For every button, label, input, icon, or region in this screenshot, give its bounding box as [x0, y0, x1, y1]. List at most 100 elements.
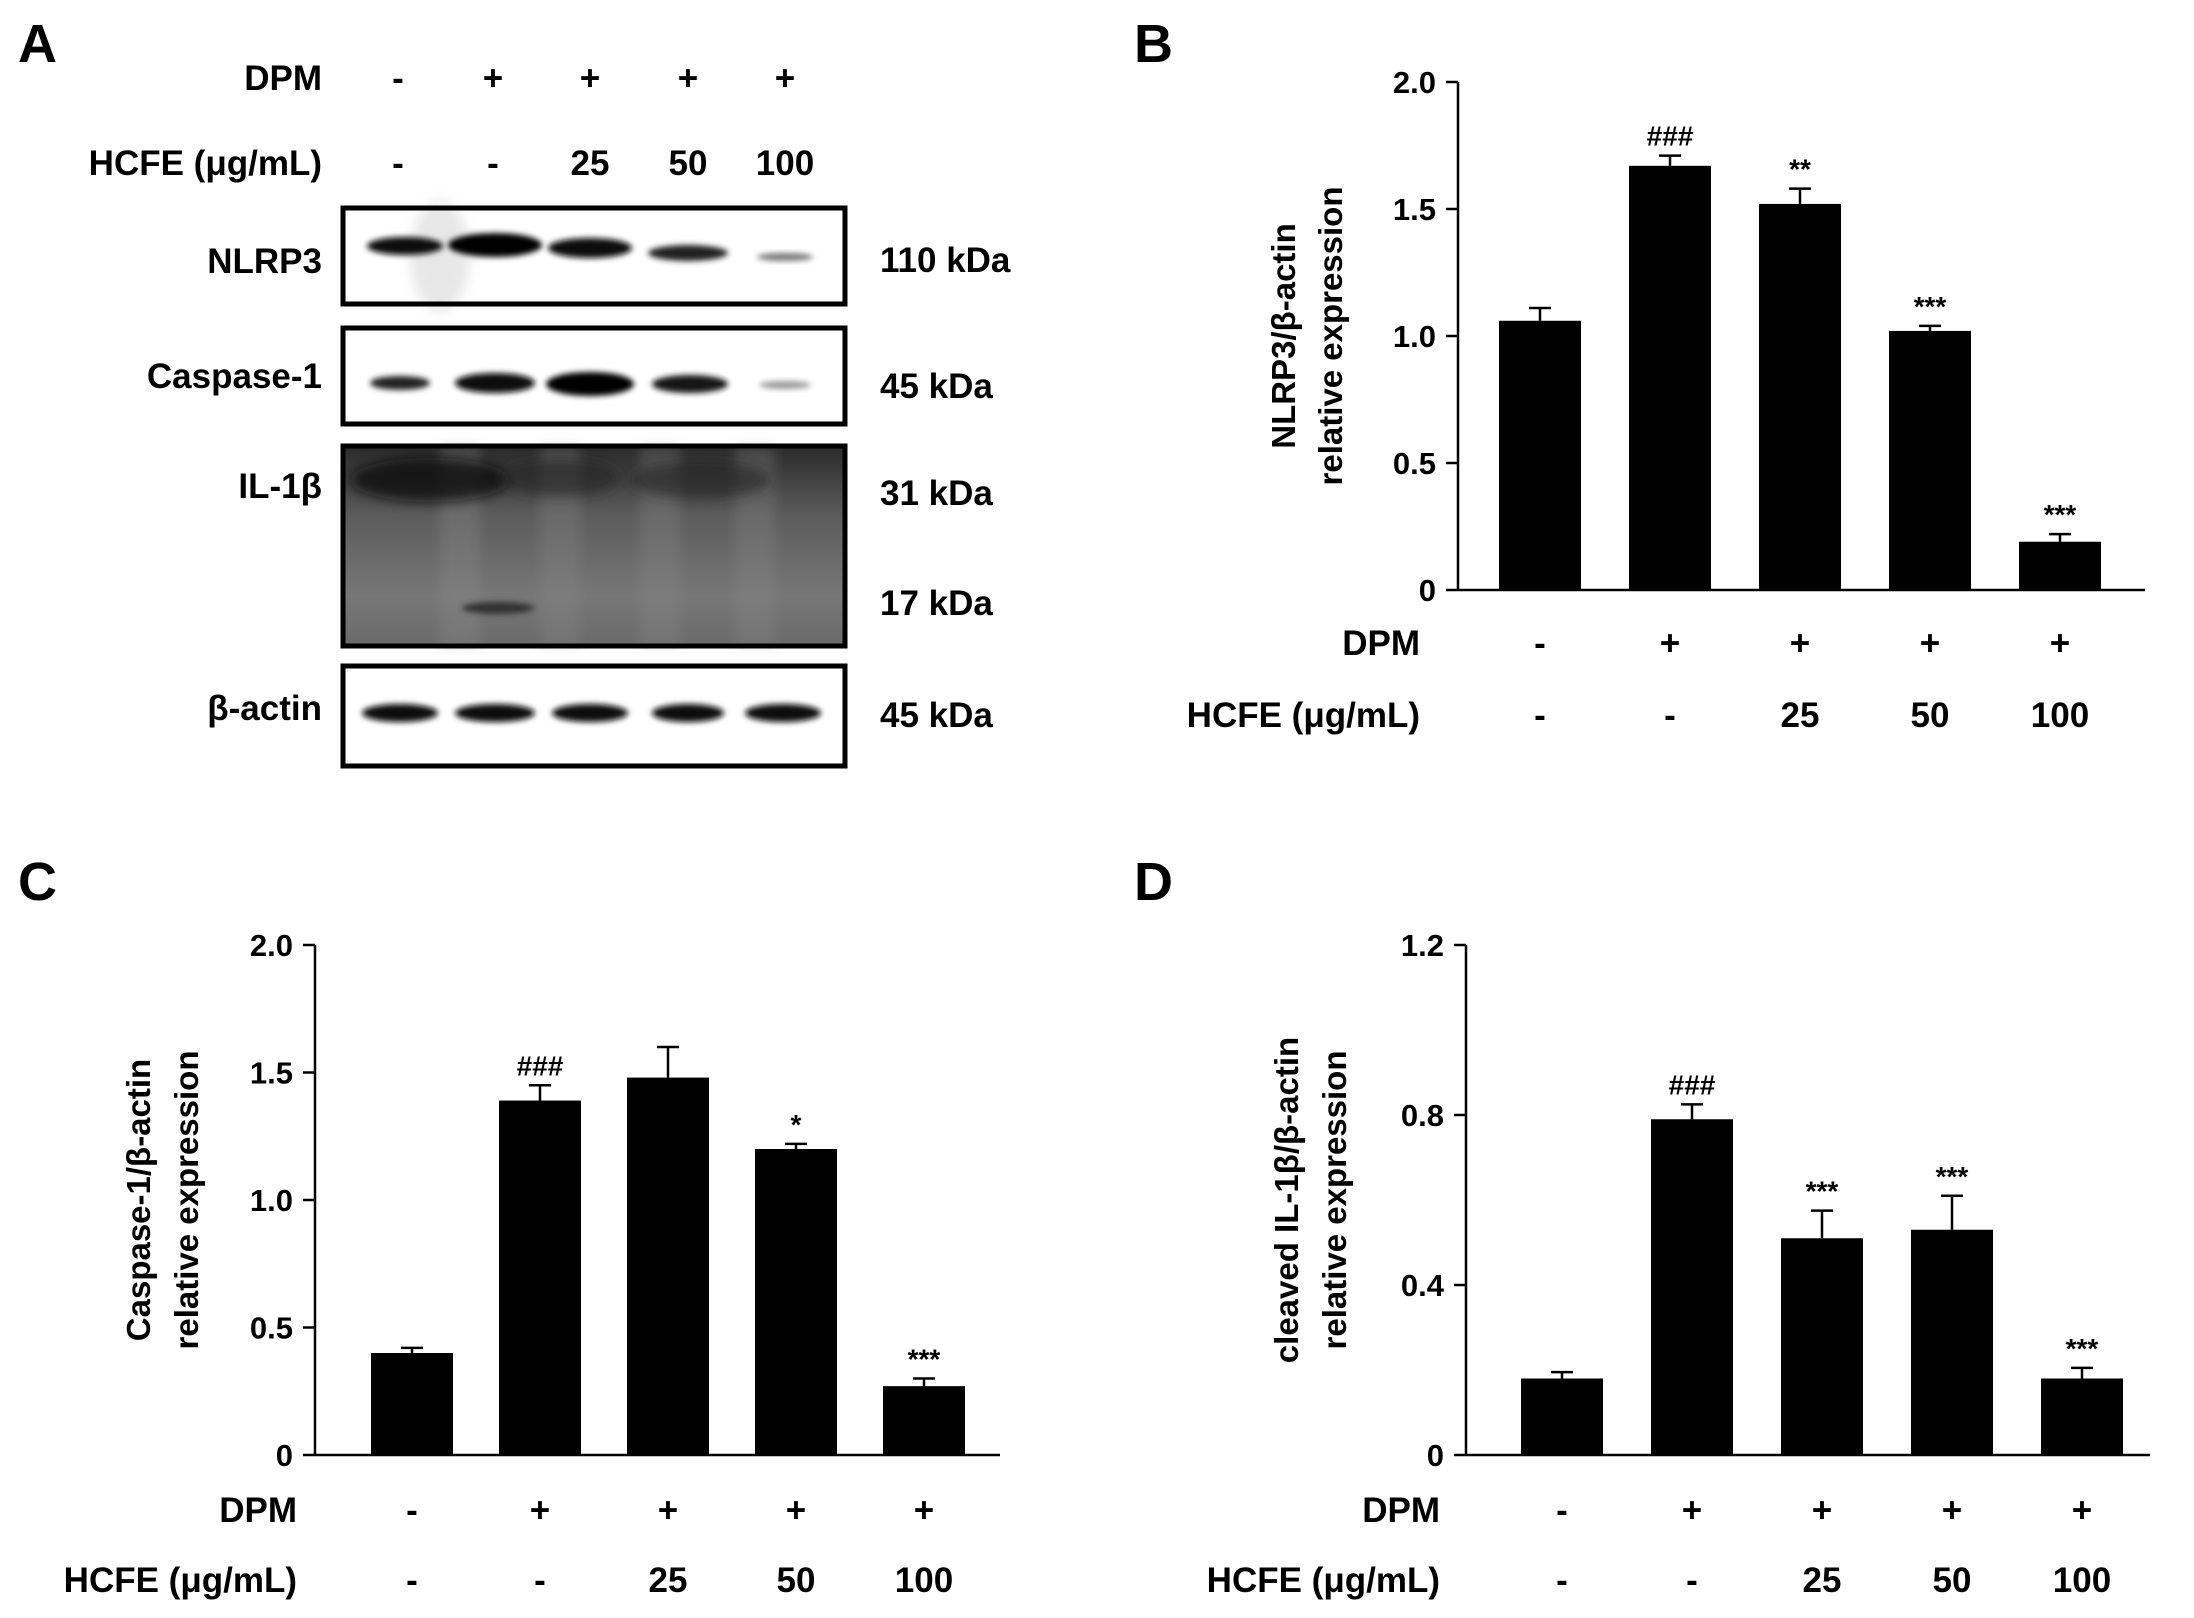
- bar: [1781, 1238, 1863, 1455]
- y-axis-title: relative expression: [1316, 1051, 1353, 1350]
- bar: [1889, 330, 1971, 590]
- x-dpm-sign: +: [1790, 624, 1810, 663]
- blot-kda-il-1b-17: 17 kDa: [880, 584, 993, 623]
- significance-label: ###: [1669, 1069, 1716, 1100]
- significance-label: *: [791, 1109, 802, 1140]
- x-hcfe-value: -: [1556, 1561, 1568, 1600]
- blot-b-actin: [340, 663, 848, 769]
- blot-kda-b-actin: 45 kDa: [880, 696, 993, 735]
- x-hcfe-value: 100: [2031, 696, 2089, 735]
- band: [757, 253, 813, 261]
- bar: [499, 1100, 581, 1455]
- band: [462, 602, 534, 614]
- band: [759, 381, 811, 389]
- blot-dpm-sign: +: [580, 59, 600, 98]
- significance-label: ***: [1914, 291, 1947, 322]
- x-hcfe-value: -: [1664, 696, 1676, 735]
- blot-dpm-signs: - + + + +: [392, 59, 795, 98]
- bar: [1759, 203, 1841, 591]
- panel-a: A DPM HCFE (μg/mL) - + + + + - - 25 50 100 NLRP3…: [18, 14, 1011, 769]
- y-tick-label: 0.5: [1393, 446, 1436, 481]
- y-tick-label: 1.5: [250, 1056, 293, 1091]
- blot-dpm-sign: +: [775, 59, 795, 98]
- chart-c: 0 0.5 1.0 1.5 2.0 Caspase-1/β-actin relative e…: [64, 928, 1000, 1600]
- band: [745, 704, 821, 722]
- band: [648, 245, 728, 261]
- significance-label: ***: [2066, 1333, 2099, 1364]
- x-hcfe-value: 25: [649, 1561, 688, 1600]
- significance-label: **: [1789, 154, 1811, 185]
- x-dpm-sign: +: [2072, 1491, 2092, 1530]
- band: [367, 237, 443, 255]
- x-dpm-sign: +: [1682, 1491, 1702, 1530]
- panel-letter-d: D: [1134, 852, 1173, 912]
- y-tick-label: 0.5: [250, 1311, 293, 1346]
- panel-d: D 0 0.4 0.8 1.2 cleaved IL-1β/β-actin relativ…: [1134, 852, 2150, 1600]
- blot-kda-nlrp3: 110 kDa: [880, 241, 1011, 280]
- y-axis-title: cleaved IL-1β/β-actin: [1268, 1037, 1305, 1363]
- bar: [2041, 1378, 2123, 1455]
- blot-dpm-row-label: DPM: [244, 59, 322, 98]
- bar: [1521, 1378, 1603, 1455]
- y-axis-title: relative expression: [168, 1051, 205, 1350]
- x-hcfe-value: 100: [2053, 1561, 2111, 1600]
- bar: [1651, 1119, 1733, 1455]
- x-dpm-sign: +: [786, 1491, 806, 1530]
- blot-hcfe-row-label: HCFE (μg/mL): [89, 144, 322, 183]
- x-dpm-sign: +: [1812, 1491, 1832, 1530]
- blot-kda-il-1b-31: 31 kDa: [880, 474, 993, 513]
- bar: [1629, 165, 1711, 590]
- panel-b: B 0 0.5 1.0 1.5 2.0 NLRP3/β-actin relative exp…: [1134, 14, 2145, 735]
- y-axis-title: NLRP3/β-actin: [1265, 223, 1302, 449]
- band: [546, 372, 634, 396]
- y-tick-label: 0: [1419, 573, 1436, 608]
- band: [455, 704, 535, 722]
- x-dpm-sign: +: [1920, 624, 1940, 663]
- blot-hcfe-signs: - - 25 50 100: [392, 144, 814, 183]
- x-hcfe-value: 50: [1933, 1561, 1972, 1600]
- band: [455, 373, 535, 393]
- x-dpm-sign: -: [1556, 1491, 1568, 1530]
- y-tick-label: 0: [1427, 1438, 1444, 1473]
- x-dpm-sign: -: [1534, 624, 1546, 663]
- x-hcfe-row-label: HCFE (μg/mL): [1207, 1561, 1440, 1600]
- panel-letter-c: C: [18, 852, 57, 912]
- significance-label: ###: [1647, 121, 1694, 152]
- bar: [883, 1386, 965, 1455]
- x-dpm-sign: +: [1660, 624, 1680, 663]
- y-tick-label: 2.0: [250, 928, 293, 963]
- y-tick-label: 0.8: [1401, 1098, 1444, 1133]
- x-hcfe-value: 50: [1911, 696, 1950, 735]
- x-hcfe-value: -: [1686, 1561, 1698, 1600]
- x-hcfe-value: 25: [1803, 1561, 1842, 1600]
- band: [370, 376, 430, 390]
- significance-label: ***: [1806, 1176, 1839, 1207]
- x-dpm-sign: -: [406, 1491, 418, 1530]
- band: [652, 704, 724, 722]
- panel-letter-a: A: [18, 14, 57, 74]
- y-tick-label: 0.4: [1401, 1268, 1445, 1303]
- blot-name-nlrp3: NLRP3: [207, 242, 322, 281]
- panel-letter-b: B: [1134, 14, 1173, 74]
- x-hcfe-value: 100: [895, 1561, 953, 1600]
- blot-name-caspase-1: Caspase-1: [147, 357, 322, 396]
- y-tick-label: 1.0: [250, 1183, 293, 1218]
- blot-name-il-1b: IL-1β: [238, 467, 322, 506]
- blot-hcfe-sign: -: [487, 144, 499, 183]
- chart-d: 0 0.4 0.8 1.2 cleaved IL-1β/β-actin relative …: [1207, 928, 2150, 1600]
- blot-dpm-sign: +: [483, 59, 503, 98]
- x-dpm-row-label: DPM: [219, 1491, 297, 1530]
- x-dpm-sign: +: [914, 1491, 934, 1530]
- blot-il-1b: [340, 443, 848, 649]
- blot-dpm-sign: +: [678, 59, 698, 98]
- y-tick-label: 0: [276, 1438, 293, 1473]
- x-dpm-row-label: DPM: [1362, 1491, 1440, 1530]
- x-dpm-sign: +: [658, 1491, 678, 1530]
- blot-caspase-1: [340, 325, 848, 427]
- band: [552, 704, 628, 722]
- band: [362, 704, 438, 722]
- x-dpm-row-label: DPM: [1342, 624, 1420, 663]
- bar: [2019, 541, 2101, 590]
- significance-label: ***: [908, 1344, 941, 1375]
